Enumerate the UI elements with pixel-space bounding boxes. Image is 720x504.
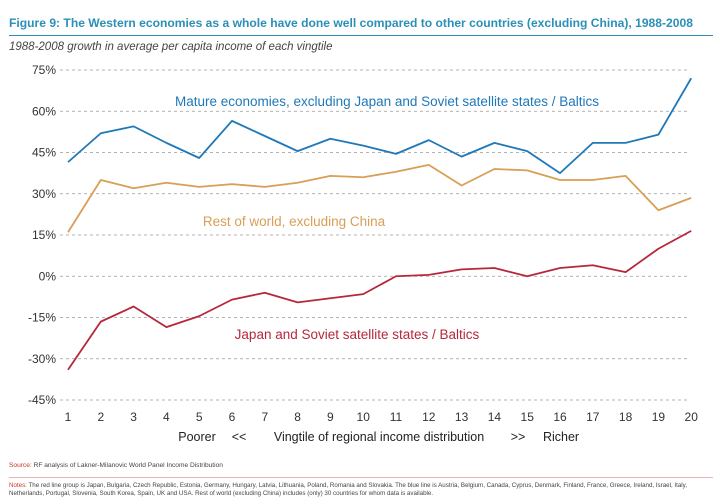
title-divider — [9, 35, 713, 36]
y-tick-label: -15% — [28, 311, 56, 325]
x-tick-label: 3 — [130, 410, 137, 424]
x-tick-label: 8 — [294, 410, 301, 424]
source-label: Source: — [9, 462, 32, 469]
series-line-1 — [67, 77, 692, 175]
series-label-japan-soviet: Japan and Soviet satellite states / Balt… — [235, 327, 480, 342]
x-tick-label: 20 — [685, 410, 699, 424]
x-tick-label: 12 — [422, 410, 436, 424]
x-axis-label-poorer: Poorer — [178, 430, 216, 444]
y-tick-label: 0% — [39, 269, 57, 283]
figure-subtitle: 1988-2008 growth in average per capita i… — [9, 41, 333, 53]
x-axis-label: Vingtile of regional income distribution — [274, 430, 484, 444]
x-tick-label: 9 — [327, 410, 334, 424]
x-tick-label: 1 — [65, 410, 72, 424]
x-tick-label: 4 — [163, 410, 170, 424]
x-tick-label: 17 — [586, 410, 600, 424]
notes-divider — [9, 477, 713, 478]
series-line-2 — [67, 163, 692, 233]
source-text: RF analysis of Lakner-Milanovic World Pa… — [33, 462, 223, 469]
x-axis-label-richer: Richer — [543, 430, 579, 444]
y-tick-label: 75% — [32, 63, 56, 77]
x-tick-label: 16 — [553, 410, 567, 424]
series-label-mature: Mature economies, excluding Japan and So… — [175, 94, 599, 109]
series-label-rest-of-world: Rest of world, excluding China — [203, 214, 386, 229]
x-axis-label-left-arrows: << — [232, 430, 247, 444]
notes-text: The red line group is Japan, Bulgaria, C… — [9, 482, 688, 498]
x-tick-label: 15 — [521, 410, 535, 424]
x-tick-label: 7 — [261, 410, 268, 424]
series-line-3 — [67, 230, 692, 371]
x-tick-label: 5 — [196, 410, 203, 424]
x-tick-label: 19 — [652, 410, 666, 424]
y-tick-label: 15% — [32, 228, 56, 242]
x-tick-label: 13 — [455, 410, 469, 424]
figure-title: Figure 9: The Western economies as a who… — [9, 16, 693, 30]
y-tick-label: 60% — [32, 104, 56, 118]
y-tick-label: -30% — [28, 352, 56, 366]
notes-block: Notes: The red line group is Japan, Bulg… — [9, 482, 713, 499]
x-tick-label: 14 — [488, 410, 502, 424]
y-tick-label: -45% — [28, 393, 56, 407]
y-tick-label: 30% — [32, 187, 56, 201]
x-tick-label: 2 — [97, 410, 104, 424]
y-tick-label: 45% — [32, 146, 56, 160]
notes-label: Notes: — [9, 482, 27, 489]
x-axis-label-right-arrows: >> — [511, 430, 526, 444]
x-tick-label: 6 — [229, 410, 236, 424]
x-tick-label: 10 — [357, 410, 371, 424]
x-tick-label: 18 — [619, 410, 633, 424]
x-tick-label: 11 — [390, 410, 403, 424]
source-line: Source: RF analysis of Lakner-Milanovic … — [9, 462, 223, 469]
